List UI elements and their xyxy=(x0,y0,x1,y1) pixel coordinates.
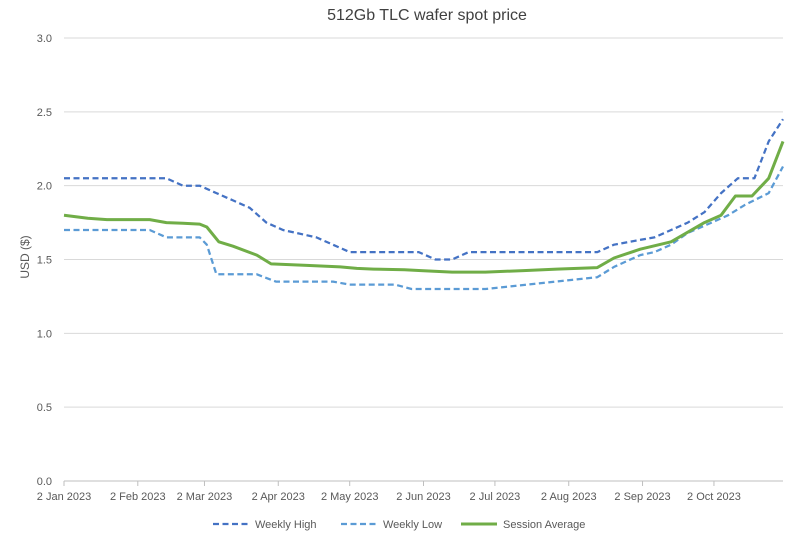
y-tick-label: 2.5 xyxy=(37,107,52,119)
chart-title: 512Gb TLC wafer spot price xyxy=(327,7,527,24)
x-tick-label: 2 Mar 2023 xyxy=(177,491,233,503)
series-lines xyxy=(63,118,785,291)
series-line-weekly-low xyxy=(64,165,784,291)
x-tick-label: 2 May 2023 xyxy=(321,491,378,503)
x-tick-label: 2 Jan 2023 xyxy=(37,491,91,503)
legend-label: Weekly Low xyxy=(383,519,442,531)
series-line-weekly-high xyxy=(64,118,784,261)
y-tick-label: 0.5 xyxy=(37,402,52,414)
x-axis-ticks: 2 Jan 2023 2 Feb 2023 2 Mar 2023 2 Apr 2023… xyxy=(37,481,741,503)
y-axis-title: USD ($) xyxy=(18,235,32,278)
x-tick-label: 2 Jul 2023 xyxy=(470,491,521,503)
x-tick-label: 2 Jun 2023 xyxy=(396,491,450,503)
x-tick-label: 2 Feb 2023 xyxy=(110,491,166,503)
y-tick-label: 1.5 xyxy=(37,255,52,267)
gridlines xyxy=(64,37,783,408)
x-tick-label: 2 Apr 2023 xyxy=(252,491,305,503)
y-tick-label: 3.0 xyxy=(37,33,52,45)
y-axis-ticks: 0.0 0.5 1.0 1.5 2.0 2.5 3.0 xyxy=(37,33,52,488)
y-tick-label: 2.0 xyxy=(37,181,52,193)
x-tick-label: 2 Oct 2023 xyxy=(687,491,741,503)
legend-label: Weekly High xyxy=(255,519,317,531)
y-tick-label: 0.0 xyxy=(37,476,52,488)
legend: Weekly High Weekly Low Session Average xyxy=(213,519,585,531)
x-tick-label: 2 Sep 2023 xyxy=(614,491,670,503)
y-tick-label: 1.0 xyxy=(37,328,52,340)
series-line-session-average xyxy=(63,140,785,274)
legend-label: Session Average xyxy=(503,519,585,531)
x-tick-label: 2 Aug 2023 xyxy=(541,491,597,503)
